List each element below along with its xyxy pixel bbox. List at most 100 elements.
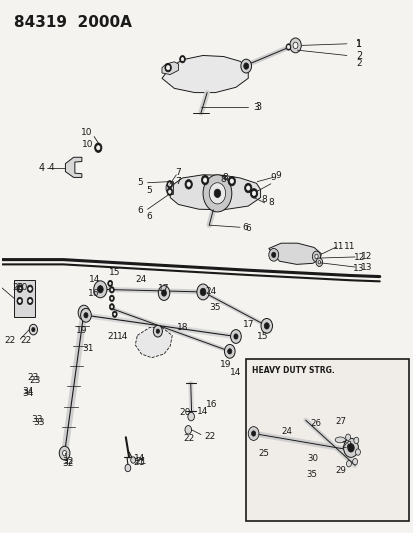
Text: 14: 14 xyxy=(117,332,128,341)
Text: 12: 12 xyxy=(361,253,372,262)
Text: 14: 14 xyxy=(230,368,241,377)
Circle shape xyxy=(32,327,35,332)
Text: 22: 22 xyxy=(21,336,32,345)
Circle shape xyxy=(111,289,112,291)
Circle shape xyxy=(109,282,111,285)
Circle shape xyxy=(158,286,169,301)
Circle shape xyxy=(27,297,33,305)
Text: 5: 5 xyxy=(138,178,143,187)
Text: 33: 33 xyxy=(31,415,43,424)
Text: 26: 26 xyxy=(310,419,321,429)
Text: 1: 1 xyxy=(355,39,361,49)
Circle shape xyxy=(59,446,70,460)
Circle shape xyxy=(109,287,114,293)
Circle shape xyxy=(168,190,171,193)
Circle shape xyxy=(181,58,183,61)
Circle shape xyxy=(179,55,185,63)
Circle shape xyxy=(97,286,103,293)
Circle shape xyxy=(268,248,278,261)
Text: 84319  2000A: 84319 2000A xyxy=(14,14,132,30)
Text: 21: 21 xyxy=(107,332,118,341)
Text: 24: 24 xyxy=(135,275,147,284)
Circle shape xyxy=(263,322,268,329)
Circle shape xyxy=(315,258,322,266)
Text: 23: 23 xyxy=(29,376,40,385)
Circle shape xyxy=(250,189,257,198)
Text: 33: 33 xyxy=(33,418,44,427)
Circle shape xyxy=(311,251,320,262)
Ellipse shape xyxy=(335,437,344,443)
Text: 22: 22 xyxy=(5,336,16,345)
Text: 19: 19 xyxy=(219,360,231,369)
Circle shape xyxy=(81,310,86,316)
Text: 14: 14 xyxy=(88,274,100,284)
Text: 16: 16 xyxy=(205,400,216,409)
Circle shape xyxy=(111,306,112,308)
Circle shape xyxy=(17,297,23,305)
Polygon shape xyxy=(135,327,172,358)
Text: 22: 22 xyxy=(204,432,215,441)
Text: 9: 9 xyxy=(274,171,280,180)
Circle shape xyxy=(185,180,192,189)
Text: 8: 8 xyxy=(261,195,267,204)
Circle shape xyxy=(168,183,171,186)
Circle shape xyxy=(214,189,220,198)
Circle shape xyxy=(166,181,172,188)
Circle shape xyxy=(125,464,131,472)
Text: 10: 10 xyxy=(81,128,93,138)
Text: 3: 3 xyxy=(253,103,259,112)
Text: 27: 27 xyxy=(335,417,345,426)
Circle shape xyxy=(185,425,191,434)
Text: 7: 7 xyxy=(175,167,181,176)
Circle shape xyxy=(251,431,255,436)
Polygon shape xyxy=(161,62,178,75)
Circle shape xyxy=(188,413,194,421)
Circle shape xyxy=(112,311,117,317)
Circle shape xyxy=(62,450,66,456)
Text: 14: 14 xyxy=(197,407,208,416)
Text: 20: 20 xyxy=(178,408,190,417)
Text: 1: 1 xyxy=(356,41,361,50)
Text: 18: 18 xyxy=(176,323,188,332)
Circle shape xyxy=(81,309,91,322)
Circle shape xyxy=(228,176,235,186)
Text: 32: 32 xyxy=(62,457,74,466)
Circle shape xyxy=(244,183,252,193)
Circle shape xyxy=(19,300,21,303)
Circle shape xyxy=(153,325,162,337)
Text: 35: 35 xyxy=(209,303,221,312)
Circle shape xyxy=(93,281,107,298)
Text: 12: 12 xyxy=(353,253,364,262)
Circle shape xyxy=(209,183,225,204)
Text: 20: 20 xyxy=(12,283,24,292)
Circle shape xyxy=(248,426,258,440)
Circle shape xyxy=(287,45,289,49)
Text: 10: 10 xyxy=(82,140,93,149)
Text: 2: 2 xyxy=(355,51,361,61)
Circle shape xyxy=(271,252,275,257)
Circle shape xyxy=(164,63,171,72)
Polygon shape xyxy=(161,55,248,93)
Polygon shape xyxy=(65,157,82,177)
Text: 15: 15 xyxy=(256,332,268,341)
Polygon shape xyxy=(268,243,320,264)
Text: 35: 35 xyxy=(306,470,317,479)
Text: 17: 17 xyxy=(158,284,169,293)
Circle shape xyxy=(243,63,248,69)
Text: 32: 32 xyxy=(62,459,73,469)
Text: 11: 11 xyxy=(332,243,344,252)
Circle shape xyxy=(202,175,231,212)
Text: 17: 17 xyxy=(242,320,254,329)
Text: 29: 29 xyxy=(335,466,345,475)
Circle shape xyxy=(347,443,354,452)
Text: 2: 2 xyxy=(356,60,361,68)
Circle shape xyxy=(111,297,112,300)
Circle shape xyxy=(317,261,320,264)
Text: 14: 14 xyxy=(133,454,145,463)
Polygon shape xyxy=(170,175,260,210)
Circle shape xyxy=(203,178,206,182)
Text: 22: 22 xyxy=(183,434,194,443)
Circle shape xyxy=(227,349,231,354)
Circle shape xyxy=(200,288,205,296)
Circle shape xyxy=(131,457,135,463)
